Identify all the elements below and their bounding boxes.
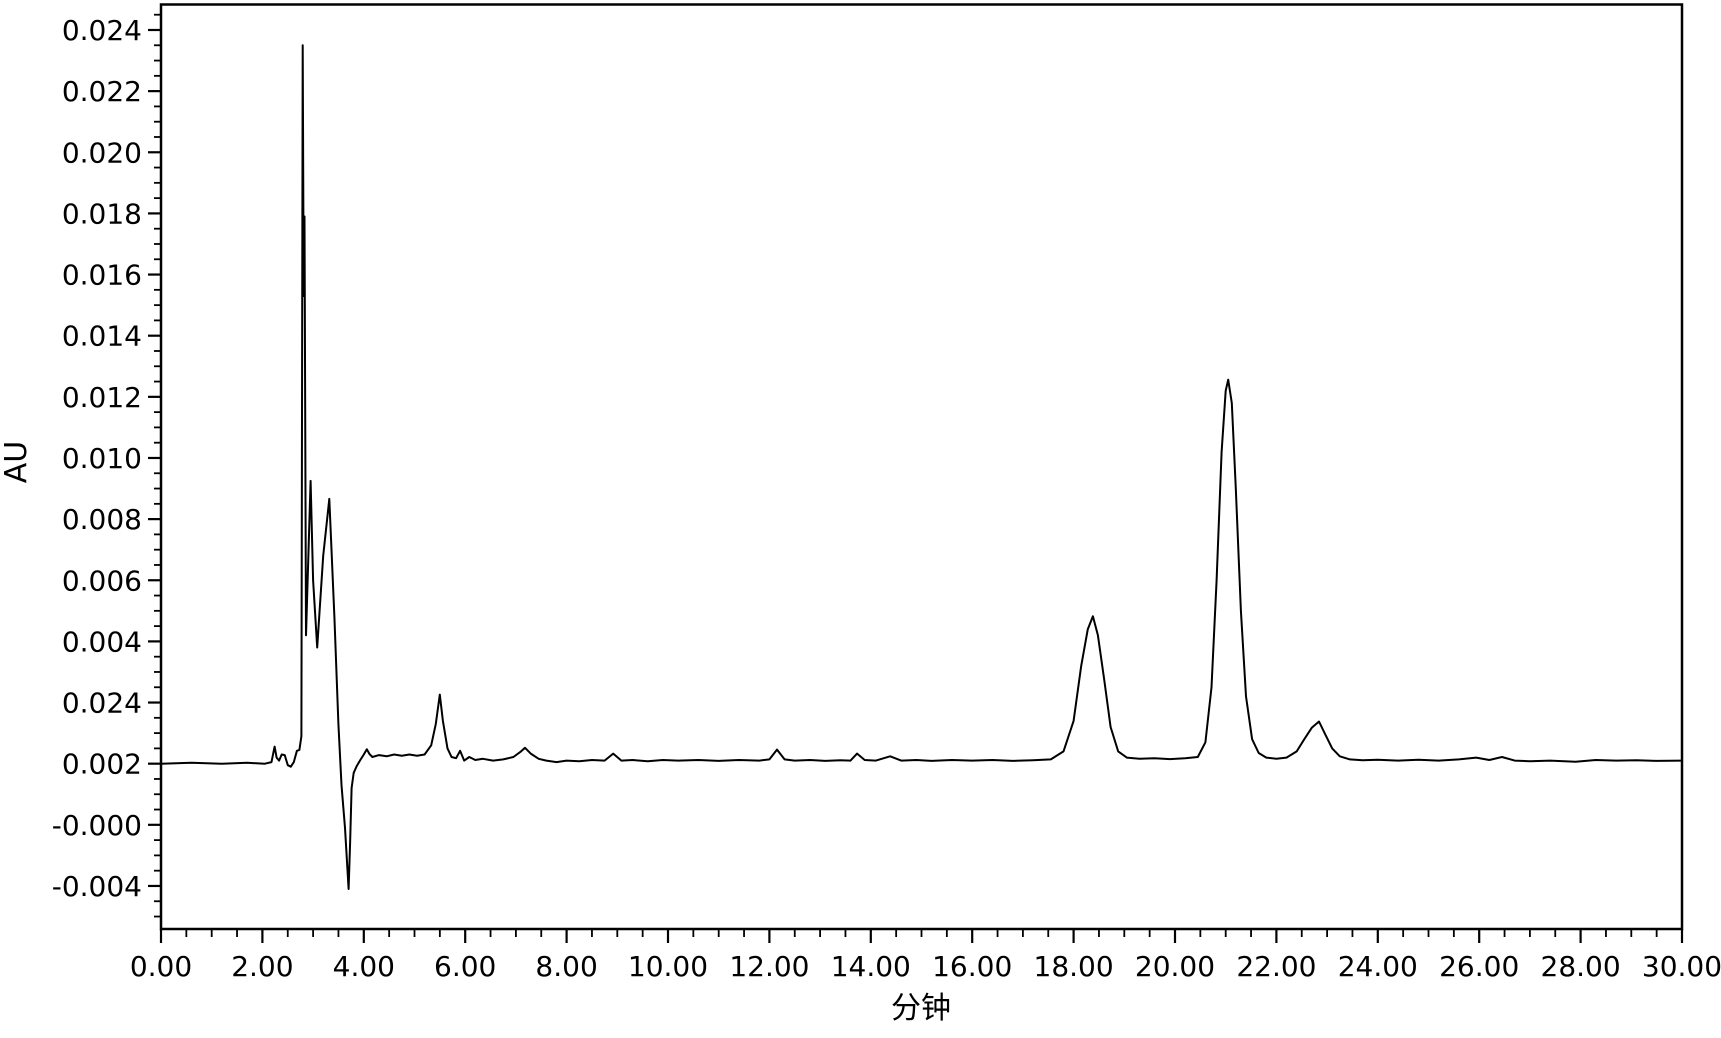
x-tick-label: 26.00 [1439, 950, 1519, 983]
x-tick-label: 24.00 [1338, 950, 1418, 983]
y-tick-label: 0.006 [62, 564, 142, 597]
x-tick-label: 16.00 [932, 950, 1012, 983]
x-tick-label: 12.00 [729, 950, 809, 983]
y-tick-label: 0.012 [62, 381, 142, 414]
x-tick-label: 30.00 [1642, 950, 1721, 983]
y-tick-label: 0.014 [62, 320, 142, 353]
y-tick-label: 0.010 [62, 442, 142, 475]
x-tick-label: 8.00 [535, 950, 597, 983]
x-tick-label: 6.00 [434, 950, 496, 983]
x-tick-label: 18.00 [1034, 950, 1114, 983]
axis-tick-labels: 0.00 2.00 4.00 6.00 8.00 10.00 12.00 14.00 16.00… [52, 14, 1721, 983]
y-tick-label: 0.018 [62, 197, 142, 230]
x-tick-label: 28.00 [1541, 950, 1621, 983]
y-tick-label: 0.024 [62, 687, 142, 720]
plot-border [159, 3, 1684, 931]
y-tick-label: 0.002 [62, 748, 142, 781]
y-tick-label: 0.022 [62, 75, 142, 108]
x-tick-label: 0.00 [130, 950, 192, 983]
y-tick-label: -0.004 [52, 870, 142, 903]
x-tick-label: 2.00 [231, 950, 293, 983]
y-tick-label: -0.000 [52, 809, 142, 842]
y-tick-label: 0.024 [62, 14, 142, 47]
y-tick-label: 0.020 [62, 136, 142, 169]
x-tick-label: 22.00 [1236, 950, 1316, 983]
x-tick-label: 4.00 [333, 950, 395, 983]
y-tick-label: 0.008 [62, 503, 142, 536]
x-tick-label: 14.00 [831, 950, 911, 983]
y-tick-label: 0.016 [62, 259, 142, 292]
y-axis-title: AU [0, 441, 34, 483]
x-axis-title: 分钟 [891, 991, 951, 1026]
axis-ticks [148, 13, 1684, 943]
chromatogram-trace [160, 44, 1683, 890]
y-tick-label: 0.004 [62, 625, 142, 658]
x-tick-label: 10.00 [628, 950, 708, 983]
x-tick-label: 20.00 [1135, 950, 1215, 983]
